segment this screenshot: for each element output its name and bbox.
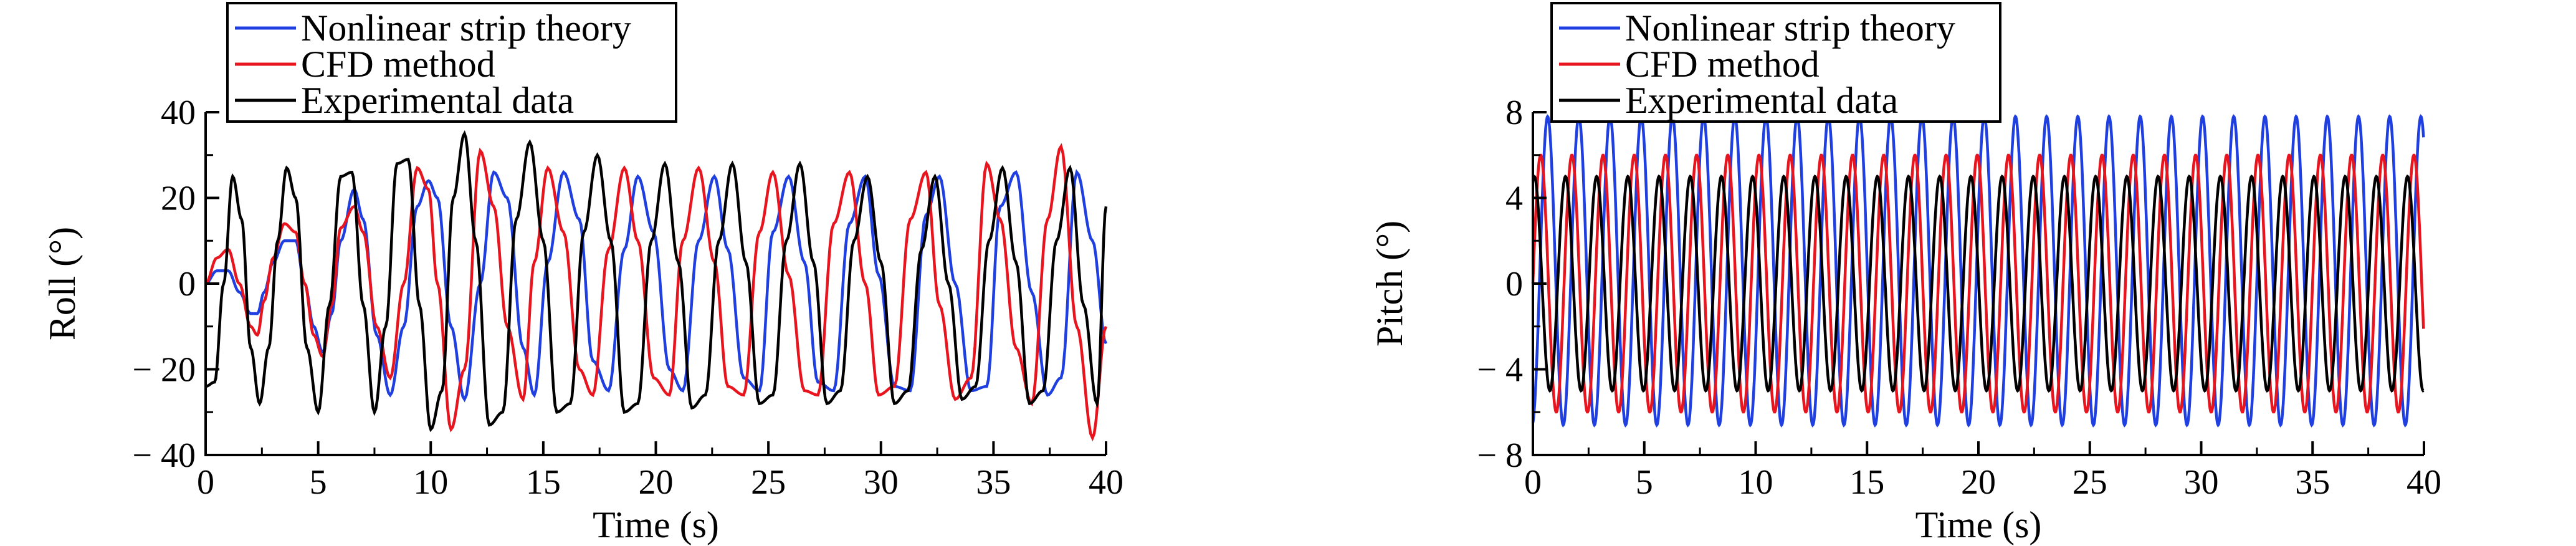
pitch-y-tick-label: 0: [1505, 265, 1523, 304]
roll-series-line-2: [204, 143, 1108, 442]
pitch-y-tick-label: 4: [1505, 180, 1523, 218]
roll-x-tick-label: 15: [526, 463, 561, 502]
roll-legend-label-1: Nonlinear strip theory: [301, 7, 631, 49]
roll-chart: 0 5 10 15 20 25 30 35 40 40 20 0 − 20 − 40 Time (s) Rol…: [42, 2, 1123, 545]
pitch-x-tick-label: 20: [1961, 463, 1996, 502]
pitch-legend-label-1: Nonlinear strip theory: [1625, 7, 1955, 49]
pitch-legend-label-2: CFD method: [1625, 44, 1820, 85]
roll-y-tick-label: − 40: [132, 436, 196, 475]
pitch-legend-label-3: Experimental data: [1625, 80, 1898, 121]
pitch-y-tick-label: − 8: [1477, 436, 1523, 475]
roll-x-tick-label: 35: [976, 463, 1011, 502]
pitch-series-line-2: [1531, 153, 2425, 414]
roll-x-tick-label: 10: [413, 463, 448, 502]
roll-legend-box: [226, 2, 677, 123]
roll-x-tick-label: 20: [639, 463, 674, 502]
pitch-x-tick-label: 35: [2295, 463, 2330, 502]
roll-legend-label-3: Experimental data: [301, 80, 574, 121]
roll-y-tick-label: 40: [161, 93, 196, 132]
pitch-x-tick-label: 0: [1524, 463, 1542, 502]
roll-y-tick-label: 20: [161, 180, 196, 218]
roll-series: [204, 130, 1108, 442]
roll-axes: 0 5 10 15 20 25 30 35 40 40 20 0 − 20 − 40: [132, 93, 1123, 502]
roll-y-tick-label: − 20: [132, 351, 196, 390]
pitch-x-tick-label: 5: [1636, 463, 1653, 502]
roll-x-tick-label: 5: [310, 463, 327, 502]
pitch-legend-box: [1550, 2, 2001, 123]
pitch-x-tick-label: 15: [1849, 463, 1884, 502]
pitch-x-tick-label: 30: [2184, 463, 2219, 502]
roll-y-tick-label: 0: [178, 265, 196, 304]
pitch-x-axis-title: Time (s): [1915, 504, 2042, 545]
roll-x-tick-label: 30: [864, 463, 899, 502]
roll-legend-label-2: CFD method: [301, 44, 495, 85]
roll-x-tick-label: 25: [751, 463, 786, 502]
pitch-series: [1531, 114, 2425, 428]
roll-y-axis-title: Roll (°): [42, 227, 83, 340]
roll-series-line-1: [205, 169, 1108, 403]
pitch-y-axis-title: Pitch (°): [1369, 221, 1410, 347]
roll-x-axis-title: Time (s): [593, 504, 719, 545]
roll-x-tick-label: 40: [1089, 463, 1123, 502]
pitch-x-tick-label: 25: [2073, 463, 2107, 502]
pitch-series-line-3: [1531, 174, 2425, 393]
roll-x-tick-label: 0: [197, 463, 214, 502]
pitch-y-tick-label: 8: [1505, 93, 1523, 132]
pitch-x-tick-label: 40: [2407, 463, 2441, 502]
pitch-x-tick-label: 10: [1739, 463, 1773, 502]
pitch-y-tick-label: − 4: [1477, 351, 1523, 390]
roll-series-line-3: [205, 130, 1108, 433]
